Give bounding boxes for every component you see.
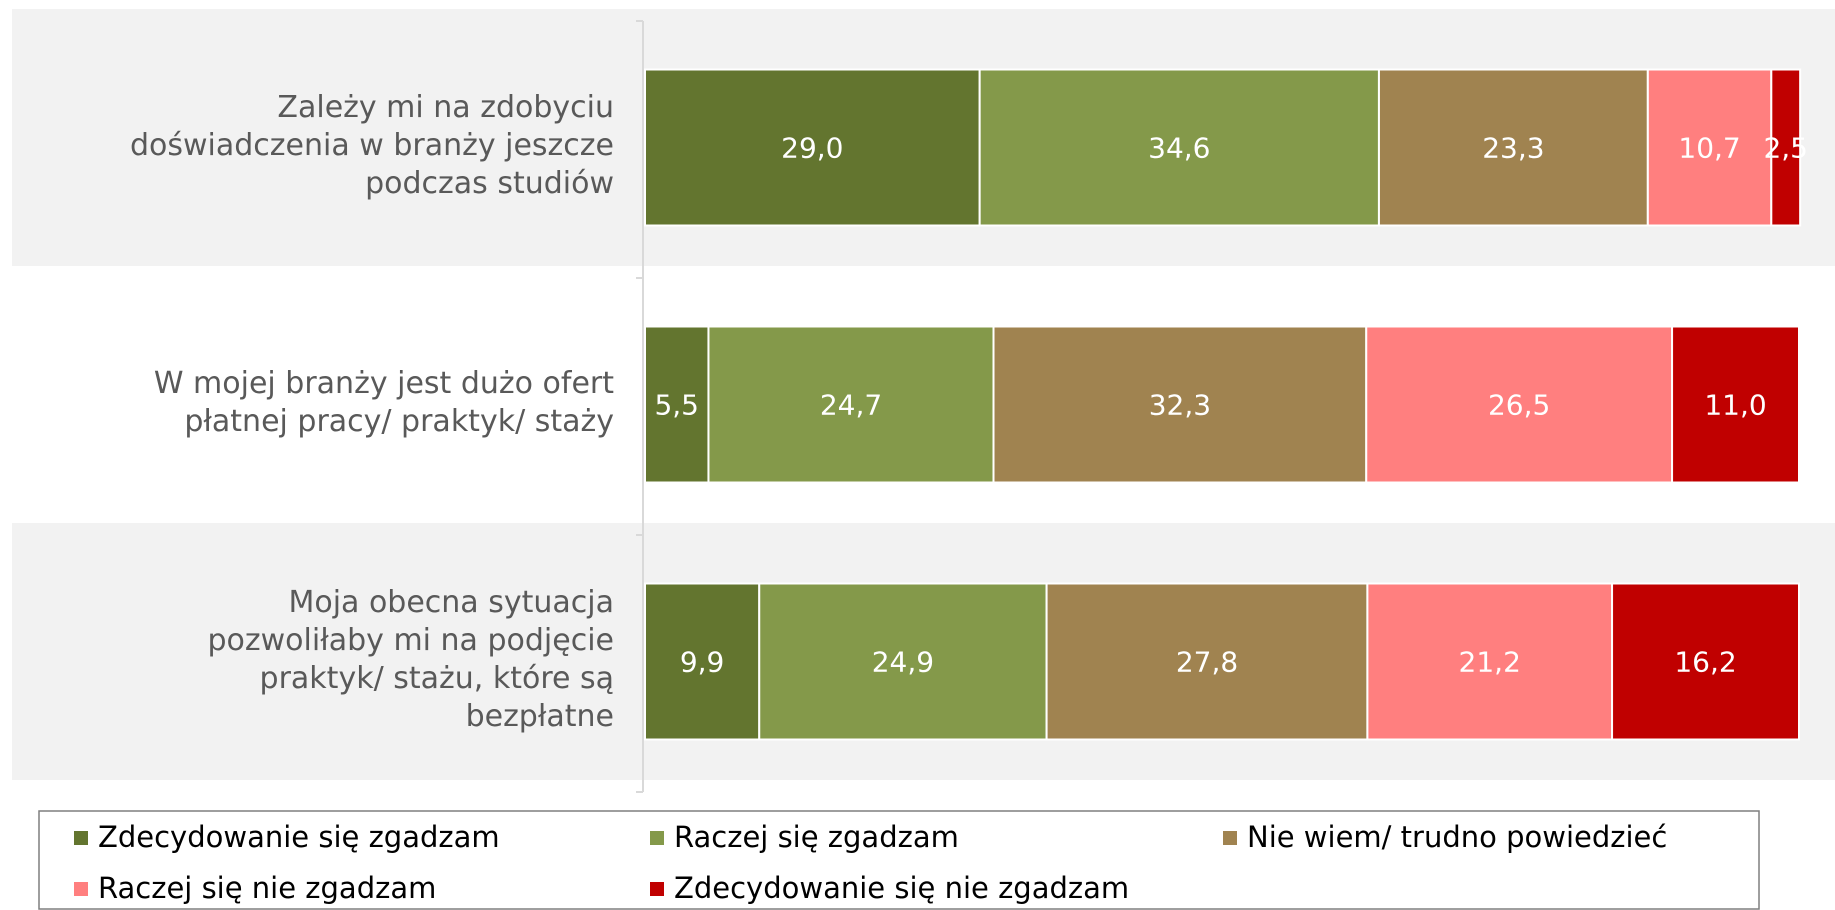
bar-segment [707, 325, 995, 484]
bar-segment [644, 68, 981, 227]
legend-swatch [650, 882, 664, 896]
bar-segment [1770, 68, 1802, 227]
data-label: 23,3 [1482, 132, 1544, 165]
bar-segment [1671, 325, 1801, 484]
bar-segment [758, 582, 1048, 741]
data-label: 24,9 [872, 646, 934, 679]
data-label: 16,2 [1674, 646, 1736, 679]
legend-swatch [74, 831, 88, 845]
data-label: 26,5 [1488, 389, 1550, 422]
legend-label: Raczej się nie zgadzam [98, 871, 436, 905]
category-label: Moja obecna sytuacja pozwoliłaby mi na p… [207, 584, 615, 734]
legend-label: Raczej się zgadzam [674, 820, 959, 854]
data-label: 27,8 [1176, 646, 1238, 679]
legend-box [38, 810, 1760, 910]
legend-swatch [650, 831, 664, 845]
data-label: 10,7 [1678, 132, 1740, 165]
data-label: 5,5 [654, 389, 699, 422]
bar-segment [1045, 582, 1369, 741]
legend-label: Nie wiem/ trudno powiedzieć [1247, 820, 1667, 854]
category-label: Zależy mi na zdobyciu doświadczenia w br… [129, 89, 614, 201]
data-label: 32,3 [1149, 389, 1211, 422]
data-label: 34,6 [1148, 132, 1210, 165]
data-label: 11,0 [1704, 389, 1766, 422]
bar-segment [978, 68, 1380, 227]
data-label: 21,2 [1459, 646, 1521, 679]
legend-swatch [74, 882, 88, 896]
category-label: W mojej branży jest dużo ofert płatnej p… [153, 365, 614, 439]
bar-segment [1366, 582, 1614, 741]
bar-segment [644, 325, 710, 484]
bar-segment [644, 582, 761, 741]
bar-segment [1611, 582, 1800, 741]
data-label: 29,0 [781, 132, 843, 165]
data-label: 2,5 [1763, 132, 1808, 165]
legend-label: Zdecydowanie się nie zgadzam [674, 871, 1129, 905]
legend-swatch [1223, 831, 1237, 845]
data-label: 9,9 [680, 646, 725, 679]
bar-segment [992, 325, 1368, 484]
data-label: 24,7 [820, 389, 882, 422]
legend-label: Zdecydowanie się zgadzam [98, 820, 500, 854]
